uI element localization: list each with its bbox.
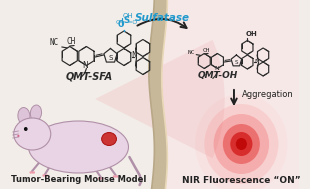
Circle shape xyxy=(17,135,20,137)
Text: O: O xyxy=(117,20,124,29)
Circle shape xyxy=(236,138,247,150)
Text: CH: CH xyxy=(67,37,76,46)
Text: QMT-OH: QMT-OH xyxy=(198,71,238,80)
Text: NC: NC xyxy=(187,50,195,55)
Text: N: N xyxy=(254,59,259,64)
Ellipse shape xyxy=(14,118,51,150)
Text: S: S xyxy=(108,55,113,61)
Circle shape xyxy=(46,174,48,177)
Ellipse shape xyxy=(30,105,42,121)
Circle shape xyxy=(214,114,269,174)
Circle shape xyxy=(116,175,118,178)
Ellipse shape xyxy=(18,108,30,125)
Circle shape xyxy=(101,177,104,180)
Circle shape xyxy=(24,127,28,131)
Ellipse shape xyxy=(102,132,117,146)
Text: OH: OH xyxy=(123,13,134,19)
Text: =O: =O xyxy=(128,20,138,25)
Text: S: S xyxy=(123,16,129,25)
Text: NIR Fluorescence “ON”: NIR Fluorescence “ON” xyxy=(182,176,301,185)
Circle shape xyxy=(44,174,46,177)
Circle shape xyxy=(29,171,32,174)
Circle shape xyxy=(33,171,35,174)
Wedge shape xyxy=(95,40,225,158)
Text: OH: OH xyxy=(246,32,257,37)
Text: N: N xyxy=(132,51,137,60)
Text: QMT-SFA: QMT-SFA xyxy=(66,72,113,82)
Circle shape xyxy=(204,104,278,184)
Circle shape xyxy=(114,175,117,178)
Circle shape xyxy=(98,177,100,180)
Text: Sulfatase: Sulfatase xyxy=(135,13,190,23)
Polygon shape xyxy=(149,0,167,189)
Text: N: N xyxy=(214,67,219,71)
Circle shape xyxy=(31,171,33,174)
Circle shape xyxy=(42,174,45,177)
Circle shape xyxy=(100,177,102,180)
Text: O=: O= xyxy=(116,20,126,25)
Text: S: S xyxy=(235,60,238,65)
Text: N: N xyxy=(83,60,88,70)
Polygon shape xyxy=(155,0,299,189)
Ellipse shape xyxy=(29,121,128,173)
Circle shape xyxy=(223,124,260,164)
Text: Aggregation: Aggregation xyxy=(242,90,294,99)
Text: Tumor-Bearing Mouse Model: Tumor-Bearing Mouse Model xyxy=(11,175,146,184)
Circle shape xyxy=(230,132,252,156)
Circle shape xyxy=(195,94,288,189)
Circle shape xyxy=(113,175,115,178)
Text: CH: CH xyxy=(203,48,210,53)
Text: NC: NC xyxy=(50,38,59,47)
